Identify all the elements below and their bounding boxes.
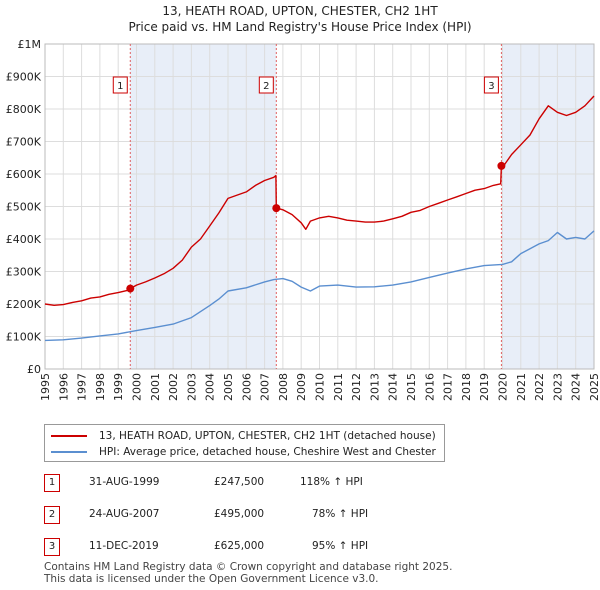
chart-legend: 13, HEATH ROAD, UPTON, CHESTER, CH2 1HT … — [44, 424, 445, 462]
x-tick-label: 2016 — [423, 373, 436, 401]
legend-swatch-hpi — [51, 451, 87, 453]
x-tick-label: 2010 — [314, 373, 327, 401]
sale-badge: 3 — [44, 538, 60, 556]
x-tick-label: 1995 — [39, 373, 52, 401]
price-chart: £0 £100K £200K £300K £400K £500K £600K £700K £80… — [6, 38, 600, 401]
sale-label-1: 1 — [117, 81, 123, 92]
plot-frame — [44, 43, 595, 370]
chart-title-line2: Price paid vs. HM Land Registry's House … — [128, 20, 472, 34]
y-tick-label: £200K — [6, 298, 42, 311]
sale-label-box-1 — [112, 76, 128, 94]
y-tick-label: £300K — [6, 266, 42, 279]
y-tick-label: £400K — [6, 233, 42, 246]
sale-label-box-3 — [483, 76, 499, 94]
x-tick-label: 2024 — [570, 373, 583, 401]
x-tick-label: 2023 — [551, 373, 564, 401]
y-tick-label: £0 — [27, 363, 41, 376]
x-tick-label: 2017 — [442, 373, 455, 401]
x-tick-label: 2003 — [185, 373, 198, 401]
legend-label-property: 13, HEATH ROAD, UPTON, CHESTER, CH2 1HT … — [99, 430, 436, 442]
sale-label-3: 3 — [488, 81, 494, 92]
sale-price: £247,500 — [214, 476, 265, 488]
x-tick-label: 2000 — [131, 373, 144, 401]
x-tick-label: 2019 — [478, 373, 491, 401]
series-line-hpi — [44, 230, 595, 342]
sale-row-2: 2 24-AUG-2007 £495,000 78% ↑ HPI — [44, 506, 464, 524]
sale-row-1: 1 31-AUG-1999 £247,500 118% ↑ HPI — [44, 474, 464, 492]
x-tick-label: 2007 — [259, 373, 272, 401]
sale-date: 31-AUG-1999 — [89, 476, 160, 488]
sale-badge: 2 — [44, 506, 60, 524]
x-tick-label: 2001 — [149, 373, 162, 401]
sale-hpi-change: 118% ↑ HPI — [300, 476, 363, 488]
x-tick-label: 1998 — [94, 373, 107, 401]
sale-date: 11-DEC-2019 — [89, 540, 159, 552]
sale-label-2: 2 — [263, 81, 269, 92]
legend-item-property: 13, HEATH ROAD, UPTON, CHESTER, CH2 1HT … — [51, 428, 436, 444]
sale-price: £625,000 — [214, 540, 265, 552]
sale-label-box-2 — [258, 76, 274, 94]
x-tick-label: 2015 — [405, 373, 418, 401]
x-tick-label: 2013 — [368, 373, 381, 401]
footer-copyright: Contains HM Land Registry data © Crown c… — [44, 561, 453, 573]
x-tick-label: 2011 — [332, 373, 345, 401]
y-tick-label: £600K — [6, 168, 42, 181]
x-tick-label: 2002 — [167, 373, 180, 401]
legend-swatch-property — [51, 435, 87, 437]
sale-hpi-change: 78% ↑ HPI — [312, 508, 369, 520]
x-tick-label: 2012 — [350, 373, 363, 401]
sale-date: 24-AUG-2007 — [89, 508, 160, 520]
x-tick-label: 1999 — [112, 373, 125, 401]
x-tick-label: 2006 — [240, 373, 253, 401]
footer-licence: This data is licensed under the Open Gov… — [44, 573, 379, 585]
x-tick-label: 2025 — [588, 373, 600, 401]
y-tick-label: £800K — [6, 103, 42, 116]
y-tick-label: £1M — [18, 38, 42, 51]
x-tick-label: 2005 — [222, 373, 235, 401]
x-tick-label: 2014 — [387, 373, 400, 401]
legend-label-hpi: HPI: Average price, detached house, Ches… — [99, 446, 436, 458]
sale-row-3: 3 11-DEC-2019 £625,000 95% ↑ HPI — [44, 538, 464, 556]
y-tick-label: £100K — [6, 331, 42, 344]
x-tick-label: 1997 — [76, 373, 89, 401]
sale-badge: 1 — [44, 474, 60, 492]
sale-price: £495,000 — [214, 508, 265, 520]
sale-point-2 — [272, 204, 281, 213]
x-tick-label: 2021 — [515, 373, 528, 401]
chart-title-line1: 13, HEATH ROAD, UPTON, CHESTER, CH2 1HT — [162, 4, 438, 18]
sale-point-1 — [126, 284, 135, 293]
y-tick-label: £700K — [6, 136, 42, 149]
y-tick-label: £900K — [6, 71, 42, 84]
x-tick-label: 1996 — [57, 373, 70, 401]
x-tick-label: 2020 — [497, 373, 510, 401]
sale-hpi-change: 95% ↑ HPI — [312, 540, 369, 552]
legend-item-hpi: HPI: Average price, detached house, Ches… — [51, 444, 436, 460]
x-tick-label: 2008 — [277, 373, 290, 401]
x-tick-label: 2022 — [533, 373, 546, 401]
sale-point-3 — [497, 161, 506, 170]
x-tick-label: 2018 — [460, 373, 473, 401]
x-tick-label: 2004 — [204, 373, 217, 401]
x-tick-label: 2009 — [295, 373, 308, 401]
y-tick-label: £500K — [6, 201, 42, 214]
